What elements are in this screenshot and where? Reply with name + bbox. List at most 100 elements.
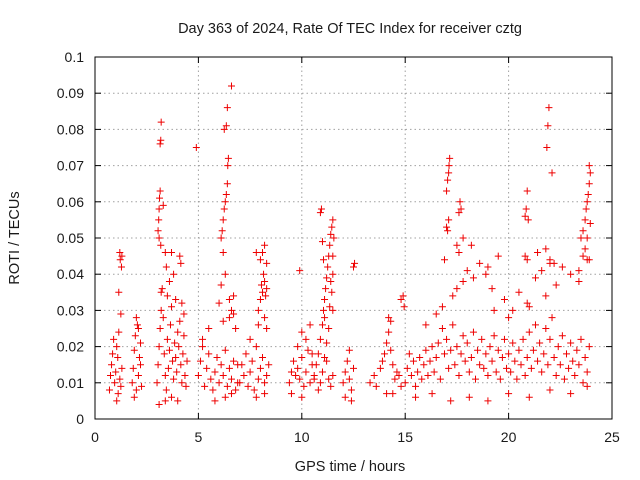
data-point — [327, 382, 335, 390]
data-point — [136, 339, 144, 347]
y-tick-labels: 0 0.01 0.02 0.03 0.04 0.05 0.06 0.07 0.08 0.09 0.1 — [57, 49, 84, 427]
data-point — [548, 314, 556, 322]
data-point — [426, 357, 434, 365]
data-point — [220, 205, 228, 213]
data-point — [567, 270, 575, 278]
data-point — [351, 259, 359, 267]
data-point — [407, 372, 415, 380]
data-point — [428, 390, 436, 398]
data-point — [432, 353, 440, 361]
data-point — [440, 256, 448, 264]
data-point — [500, 335, 508, 343]
data-point — [521, 252, 529, 260]
data-point — [131, 332, 139, 340]
data-point — [478, 335, 486, 343]
data-point — [230, 357, 238, 365]
data-point — [438, 325, 446, 332]
data-point — [256, 296, 264, 304]
data-point — [401, 379, 409, 387]
data-point — [542, 245, 550, 253]
data-point — [476, 361, 484, 369]
data-point — [457, 350, 465, 358]
data-point — [265, 361, 273, 369]
data-point — [461, 357, 469, 365]
data-point — [447, 397, 455, 405]
data-point — [292, 372, 300, 380]
data-point — [136, 361, 144, 369]
data-point — [162, 263, 170, 271]
data-point — [463, 267, 471, 275]
data-point — [157, 136, 165, 144]
data-point — [263, 285, 271, 293]
data-point — [585, 343, 593, 351]
data-point — [387, 346, 395, 354]
data-point — [484, 397, 492, 405]
data-point — [179, 350, 187, 358]
data-point — [221, 198, 229, 206]
data-point — [111, 379, 119, 387]
data-point — [400, 303, 408, 311]
data-point — [177, 259, 185, 267]
data-point — [316, 209, 324, 217]
data-point — [453, 241, 461, 249]
data-point — [573, 346, 581, 354]
data-point — [115, 328, 123, 336]
data-point — [525, 328, 533, 336]
data-point — [584, 191, 592, 199]
data-point — [339, 379, 347, 387]
data-point — [522, 205, 530, 213]
data-point — [318, 368, 326, 376]
data-point — [225, 314, 233, 322]
data-point — [170, 375, 178, 383]
data-point — [238, 361, 246, 369]
data-point — [577, 335, 585, 343]
data-point — [560, 375, 568, 383]
data-point — [409, 357, 417, 365]
data-point — [174, 397, 182, 405]
data-point — [252, 248, 260, 256]
data-point — [488, 357, 496, 365]
data-point — [436, 375, 444, 383]
data-point — [285, 379, 293, 387]
data-point — [567, 390, 575, 398]
data-point — [329, 252, 337, 260]
data-point — [527, 364, 535, 372]
data-point — [155, 216, 163, 224]
data-point — [556, 361, 564, 369]
data-point — [443, 187, 451, 195]
data-point — [327, 230, 335, 238]
data-point — [225, 296, 233, 304]
data-point — [294, 364, 302, 372]
data-point — [581, 353, 589, 361]
data-point — [227, 390, 235, 398]
data-point — [211, 368, 219, 376]
data-point — [132, 386, 140, 394]
data-point — [298, 353, 306, 361]
data-point — [260, 270, 268, 278]
data-point — [230, 310, 238, 318]
data-point — [350, 364, 357, 372]
data-point — [261, 241, 269, 249]
data-point — [329, 216, 337, 224]
data-point — [155, 343, 163, 351]
data-point — [579, 227, 587, 235]
data-point — [583, 382, 591, 390]
data-point — [217, 234, 225, 242]
data-point — [446, 154, 454, 162]
data-point — [330, 234, 338, 242]
data-point — [134, 325, 142, 332]
data-point — [492, 368, 500, 376]
data-point — [154, 227, 162, 235]
data-point — [389, 361, 397, 369]
data-point — [263, 325, 271, 332]
data-point — [170, 270, 178, 278]
data-point — [227, 375, 235, 383]
data-point — [166, 321, 174, 329]
data-point — [220, 125, 228, 133]
data-point — [403, 364, 411, 372]
data-point — [318, 321, 326, 329]
data-point — [490, 332, 498, 340]
data-point — [521, 212, 529, 220]
data-point — [244, 382, 252, 390]
data-point — [221, 346, 229, 354]
